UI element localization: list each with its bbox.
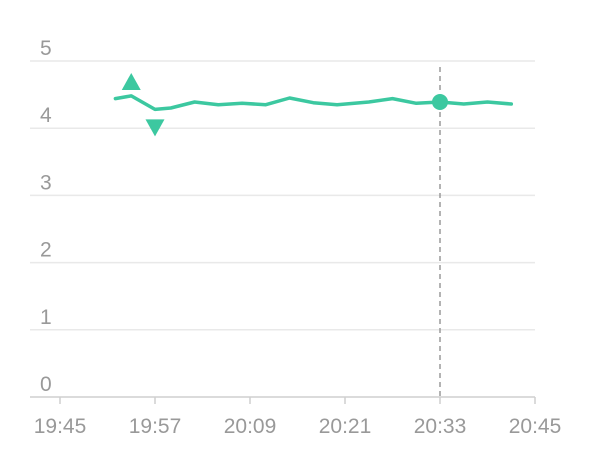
x-tick-label: 19:57 — [129, 415, 182, 438]
x-tick-label: 19:45 — [34, 415, 87, 438]
y-tick-label: 5 — [40, 37, 52, 60]
y-tick-label: 3 — [40, 171, 52, 194]
max-marker-icon — [121, 72, 141, 90]
min-marker-icon — [145, 119, 165, 137]
y-tick-label: 0 — [40, 373, 52, 396]
y-tick-label: 4 — [40, 104, 52, 127]
x-tick-label: 20:21 — [319, 415, 372, 438]
y-tick-label: 2 — [40, 239, 52, 262]
grid-lines — [30, 60, 535, 331]
series-markers — [121, 72, 448, 137]
y-axis-ticks: 0 1 2 3 4 5 — [40, 37, 52, 396]
x-tick-label: 20:45 — [509, 415, 562, 438]
series-line — [113, 94, 514, 112]
x-axis-ticks: 19:45 19:57 20:09 20:21 20:33 20:45 — [34, 397, 562, 438]
hover-point[interactable] — [432, 93, 448, 110]
x-tick-label: 20:33 — [414, 415, 467, 438]
x-tick-label: 20:09 — [224, 415, 277, 438]
y-tick-label: 1 — [40, 306, 52, 329]
